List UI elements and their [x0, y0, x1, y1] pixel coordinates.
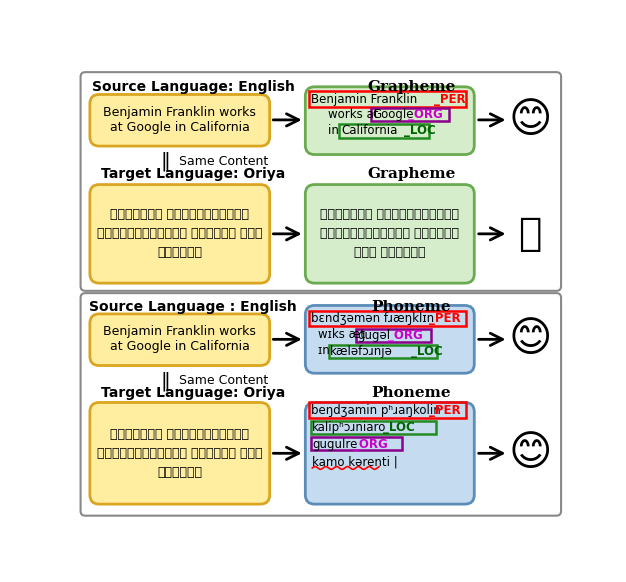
Text: gugulre: gugulre: [312, 438, 357, 450]
Text: ବୋମିନ୍ ଫ୍ରାନ୍କଲିନ୍
କାଲିଫୋର୍ନିଆର ଗୁଗଲରେ କାମ
କରିଛି।: ବୋମିନ୍ ଫ୍ରାନ୍କଲିନ୍ କାଲିଫୋର୍ନିଆର ଗୁଗଲରେ …: [97, 208, 262, 260]
Text: wɪks æt: wɪks æt: [319, 328, 369, 341]
Text: Target Language: Oriya: Target Language: Oriya: [101, 386, 285, 400]
Bar: [309, 403, 466, 418]
Text: _PER: _PER: [429, 312, 461, 325]
Text: Benjamin Franklin: Benjamin Franklin: [310, 93, 417, 105]
Text: kalipʰɔɹniaro: kalipʰɔɹniaro: [312, 421, 387, 434]
FancyBboxPatch shape: [305, 403, 475, 504]
Bar: [371, 108, 449, 122]
Text: Benjamin Franklin works
at Google in California: Benjamin Franklin works at Google in Cal…: [103, 325, 256, 353]
Bar: [339, 124, 429, 137]
Text: California: California: [341, 124, 398, 137]
Text: Grapheme: Grapheme: [367, 167, 456, 181]
Text: _LOC: _LOC: [404, 124, 436, 137]
Text: Same Content: Same Content: [179, 155, 269, 168]
FancyBboxPatch shape: [81, 72, 561, 291]
FancyBboxPatch shape: [90, 94, 270, 146]
Text: kamo kərenti |: kamo kərenti |: [312, 455, 398, 469]
Bar: [329, 345, 437, 358]
Text: ‖: ‖: [160, 152, 170, 171]
Text: 😊: 😊: [508, 432, 552, 474]
Text: ɪn: ɪn: [319, 345, 334, 357]
Text: Target Language: Oriya: Target Language: Oriya: [101, 167, 285, 181]
Text: Source Language : English: Source Language : English: [89, 300, 297, 314]
Text: 🤔: 🤔: [518, 215, 541, 253]
Text: _PER: _PER: [429, 404, 461, 417]
Bar: [310, 437, 402, 450]
Text: Source Language: English: Source Language: English: [91, 80, 294, 94]
FancyBboxPatch shape: [305, 306, 475, 373]
Text: 😊: 😊: [508, 99, 552, 141]
Text: ବୋମିନ୍ ଫ୍ରାନ୍କଲିନ୍
କାଲିଫୋର୍ନିଆର ଗୁଗଲରେ କାମ
କରିଛି।: ବୋମିନ୍ ଫ୍ରାନ୍କଲିନ୍ କାଲିଫୋର୍ନିଆର ଗୁଗଲରେ …: [97, 428, 262, 479]
Text: kæləfɔɹnjə: kæləfɔɹnjə: [330, 345, 393, 358]
FancyBboxPatch shape: [90, 314, 270, 365]
FancyBboxPatch shape: [90, 184, 270, 283]
Text: bɛndʒəmən fɹæŋklɪn: bɛndʒəmən fɹæŋklɪn: [310, 312, 434, 325]
Text: works at: works at: [328, 108, 382, 121]
Bar: [310, 421, 436, 434]
Text: 😊: 😊: [508, 318, 552, 360]
Bar: [309, 311, 466, 327]
Text: Google: Google: [372, 108, 414, 121]
Bar: [309, 91, 466, 107]
Text: Same Content: Same Content: [179, 374, 269, 388]
Text: _ORG: _ORG: [408, 108, 443, 121]
FancyBboxPatch shape: [90, 403, 270, 504]
Text: _ORG: _ORG: [353, 438, 388, 450]
FancyBboxPatch shape: [305, 184, 475, 283]
FancyBboxPatch shape: [305, 87, 475, 155]
FancyBboxPatch shape: [81, 293, 561, 516]
Text: gugəl: gugəl: [357, 329, 391, 342]
Text: ବୋମିନ୍ ଫ୍ରାନ୍କଲିନ୍
କାଲିଫୋର୍ନିଆର ଗୁଗଲରେ
କାମ କରିଛି।: ବୋମିନ୍ ଫ୍ରାନ୍କଲିନ୍ କାଲିଫୋର୍ନିଆର ଗୁଗଲରେ …: [321, 208, 459, 260]
Text: ‖: ‖: [160, 371, 170, 391]
Text: beŋdʒamin pʰɹaŋkolin: beŋdʒamin pʰɹaŋkolin: [310, 404, 441, 417]
Text: _PER: _PER: [434, 93, 466, 105]
Text: Grapheme: Grapheme: [367, 80, 456, 94]
Text: Phoneme: Phoneme: [372, 300, 451, 314]
Bar: [356, 329, 431, 342]
Text: _ORG: _ORG: [388, 329, 423, 342]
Text: _LOC: _LOC: [383, 421, 414, 434]
Text: in: in: [328, 124, 342, 137]
Text: Phoneme: Phoneme: [372, 386, 451, 400]
Text: _LOC: _LOC: [411, 345, 443, 358]
Text: Benjamin Franklin works
at Google in California: Benjamin Franklin works at Google in Cal…: [103, 106, 256, 134]
